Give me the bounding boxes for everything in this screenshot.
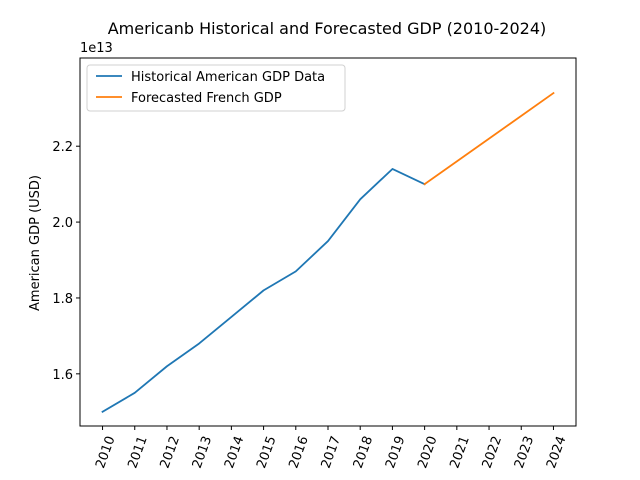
series-line-historical — [101, 168, 426, 414]
y-axis-offset-label: 1e13 — [80, 41, 113, 56]
legend-label-forecast: Forecasted French GDP — [131, 91, 282, 106]
legend-label-historical: Historical American GDP Data — [131, 70, 325, 85]
legend: Historical American GDP Data Forecasted … — [86, 64, 346, 112]
plot-area-frame — [79, 57, 577, 427]
legend-box — [86, 64, 346, 112]
series-line-forecast — [423, 91, 555, 186]
y-tick-label: 1.6 — [52, 368, 73, 383]
y-tick-label: 2.0 — [52, 216, 73, 231]
y-tick-label: 2.2 — [52, 140, 73, 155]
y-axis-label: American GDP (USD) — [28, 175, 43, 311]
chart-title: Americanb Historical and Forecasted GDP … — [108, 19, 547, 38]
series-layer — [101, 91, 555, 414]
y-tick-label: 1.8 — [52, 292, 73, 307]
